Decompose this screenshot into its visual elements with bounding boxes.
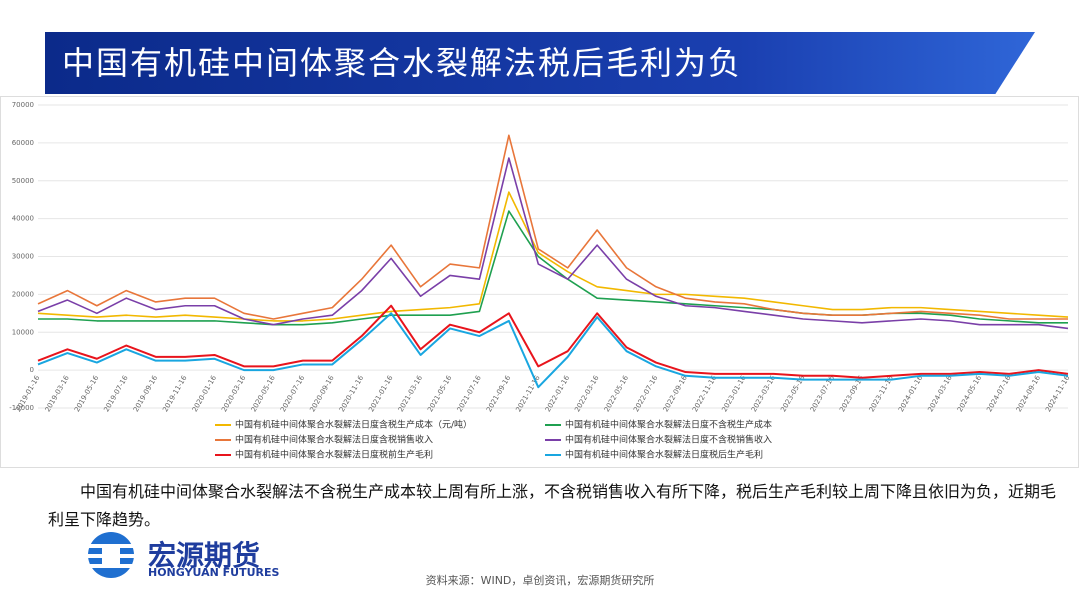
source-note: 资料来源：WIND，卓创资讯，宏源期货研究所 — [425, 574, 655, 587]
chart-frame — [0, 96, 1079, 468]
logo-mark — [76, 532, 146, 578]
title-banner — [45, 32, 1035, 94]
logo-subtext: HONGYUAN FUTURES — [148, 566, 280, 579]
legend-label: 中国有机硅中间体聚合水裂解法日度不含税生产成本 — [565, 419, 772, 431]
legend-label: 中国有机硅中间体聚合水裂解法日度不含税销售收入 — [565, 434, 772, 446]
legend-label: 中国有机硅中间体聚合水裂解法日度税前生产毛利 — [235, 449, 433, 461]
y-tick-label: 30000 — [12, 253, 34, 261]
logo-text: 宏源期货 — [148, 539, 261, 572]
y-tick-label: 20000 — [12, 290, 34, 298]
y-tick-label: 10000 — [12, 328, 34, 336]
series-line — [37, 191, 1069, 322]
y-tick-label: 50000 — [12, 177, 34, 185]
y-tick-label: -10000 — [9, 404, 34, 412]
legend-label: 中国有机硅中间体聚合水裂解法日度含税生产成本（元/吨） — [235, 419, 472, 431]
series-line — [37, 304, 1069, 379]
legend-label: 中国有机硅中间体聚合水裂解法日度含税销售收入 — [235, 434, 433, 446]
series-line — [37, 312, 1069, 389]
series-line — [37, 157, 1069, 330]
legend-label: 中国有机硅中间体聚合水裂解法日度税后生产毛利 — [565, 449, 763, 461]
slide-title: 中国有机硅中间体聚合水裂解法税后毛利为负 — [62, 44, 743, 82]
y-tick-label: 70000 — [12, 101, 34, 109]
y-tick-label: 40000 — [12, 215, 34, 223]
summary-text: 中国有机硅中间体聚合水裂解法不含税生产成本较上周有所上涨，不含税销售收入有所下降… — [48, 482, 1057, 529]
y-tick-label: 60000 — [12, 139, 34, 147]
y-tick-label: 0 — [30, 366, 34, 374]
chart: -10000 0 10000 20000 30000 40000 50000 60000 700… — [0, 96, 1079, 468]
series-line — [37, 134, 1068, 320]
